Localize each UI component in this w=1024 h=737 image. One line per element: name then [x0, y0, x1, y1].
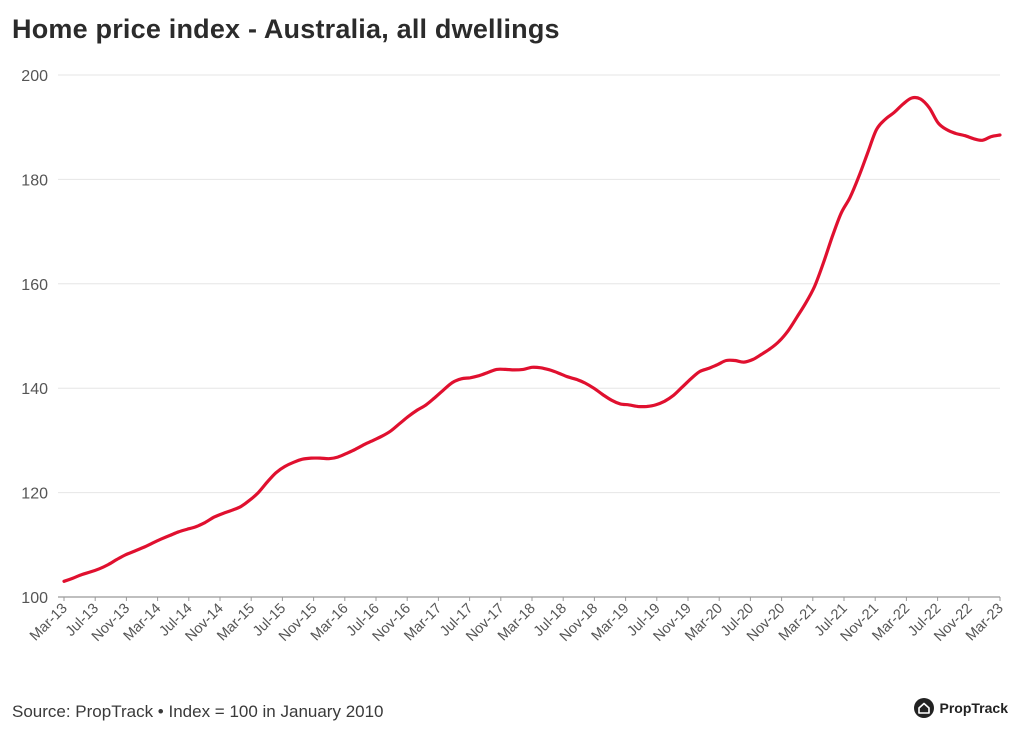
x-axis: Mar-13Jul-13Nov-13Mar-14Jul-14Nov-14Mar-… — [27, 597, 1007, 645]
y-tick-label: 200 — [21, 68, 48, 85]
y-tick-label: 100 — [21, 590, 48, 607]
chart-title: Home price index - Australia, all dwelli… — [12, 14, 560, 44]
brand-logo: PropTrack — [913, 698, 1008, 718]
y-tick-label: 180 — [21, 172, 48, 189]
series-line — [62, 95, 1002, 583]
house-icon — [913, 698, 934, 718]
y-axis: 100 120 140 160 180 200 — [21, 68, 48, 607]
y-tick-label: 120 — [21, 486, 48, 503]
series-lines — [62, 95, 1002, 583]
brand-name: PropTrack — [939, 700, 1008, 716]
gridlines — [58, 74, 1000, 598]
x-tick-label: Mar-13 — [27, 601, 71, 645]
y-tick-label: 160 — [21, 277, 48, 294]
y-tick-label: 140 — [21, 381, 48, 398]
source-note: Source: PropTrack • Index = 100 in Janua… — [12, 702, 384, 721]
